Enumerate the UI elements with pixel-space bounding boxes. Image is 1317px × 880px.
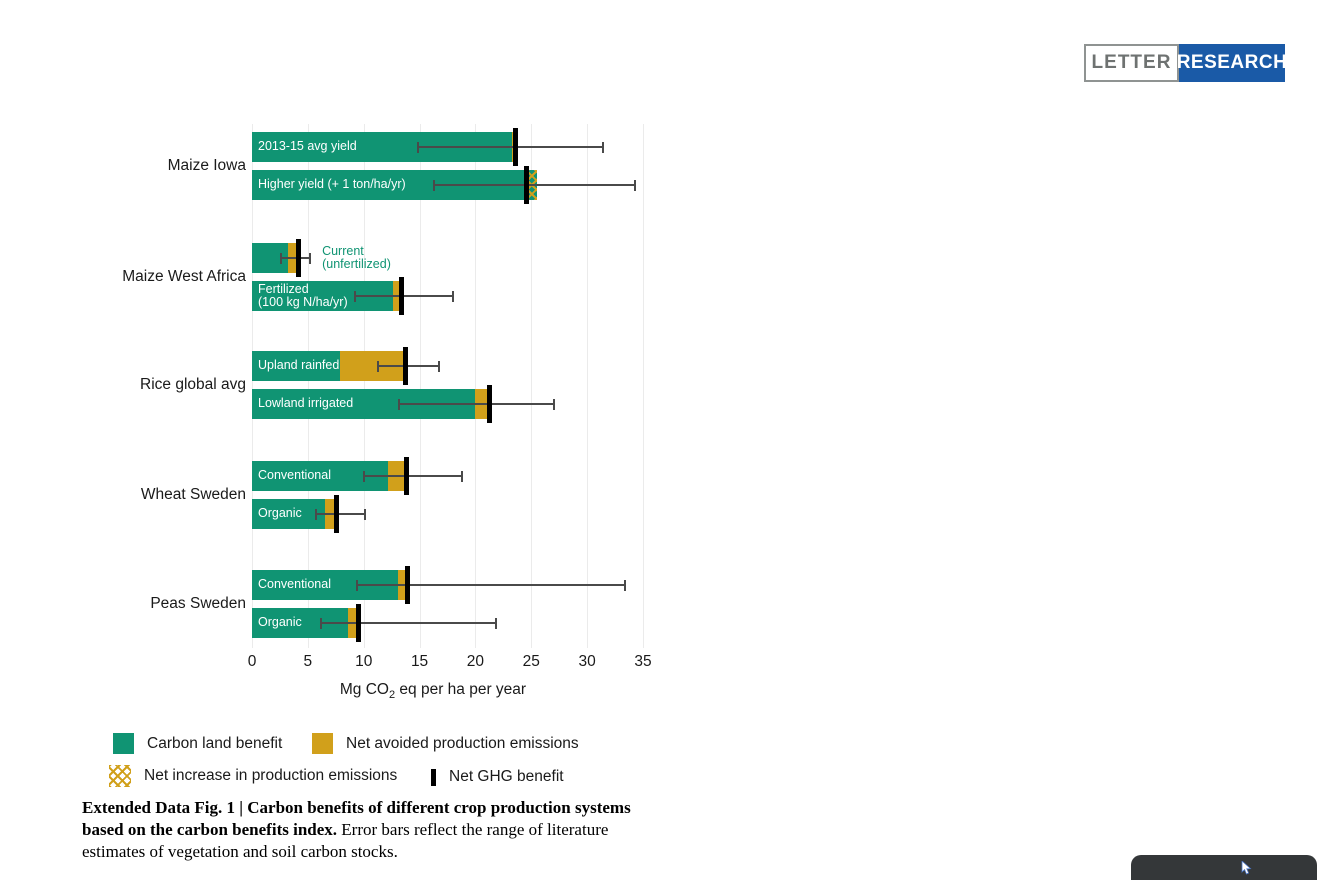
x-tick-label: 35 [634,653,652,670]
green-square-icon [113,733,134,754]
error-bar-cap [280,252,283,264]
error-bar-cap [314,508,317,520]
error-bar [363,475,462,477]
error-bar [378,365,439,367]
gold-square-icon [312,733,333,754]
figure-caption: Extended Data Fig. 1 | Carbon benefits o… [82,797,667,863]
group-label: Rice global avg [140,376,246,393]
net-ghg-marker [296,239,302,277]
error-bar-cap [437,360,440,372]
bar-label: Conventional [258,577,331,592]
bar-label: Current (unfertilized) [322,243,391,271]
error-bar-cap [552,398,555,410]
black-bar-icon [431,768,436,786]
legend-item-net-increase-emissions: Net increase in production emissions [109,765,397,787]
gridline [419,124,421,648]
letter-badge: LETTER [1084,44,1179,82]
gridline [587,124,589,648]
bar-label: Upland rainfed [258,358,340,373]
legend-item-net-ghg-benefit: Net GHG benefit [427,768,564,786]
research-badge: RESEARCH [1177,44,1287,82]
bar-label: Conventional [258,468,331,483]
x-axis-label-text: eq per ha per year [395,681,527,698]
legend-label: Net GHG benefit [449,768,564,785]
gridline [643,124,644,648]
error-bar-cap [309,252,312,264]
error-bar-cap [461,470,464,482]
bar-segment-carbon-land [252,351,341,381]
bar-segment-carbon-land [252,499,325,529]
x-tick-label: 30 [578,653,596,670]
x-tick-label: 10 [355,653,373,670]
mouse-cursor-icon [1241,861,1252,875]
error-bar [418,146,603,148]
caption-title: Extended Data Fig. 1 | Carbon benefits o… [82,798,631,839]
x-axis-label-subscript: 2 [388,689,396,702]
group-label: Maize West Africa [122,268,246,285]
error-bar-cap [320,617,323,629]
bar-label: Higher yield (+ 1 ton/ha/yr) [258,177,406,192]
bar-label: 2013-15 avg yield [258,139,357,154]
bar-label: Organic [258,506,302,521]
legend-item-carbon-land-benefit: Carbon land benefit [113,733,282,754]
caption-body: Error bars reflect the range of literatu… [82,820,609,861]
error-bar-cap [494,617,497,629]
x-tick-label: 5 [303,653,313,670]
net-ghg-marker [402,347,408,385]
gridline [307,124,309,648]
error-bar-cap [377,360,380,372]
error-bar [315,513,365,515]
net-ghg-marker [334,495,340,533]
net-ghg-marker [403,457,409,495]
viewer-toolbar[interactable] [1131,855,1317,880]
error-bar-cap [601,141,604,153]
error-bar-cap [356,579,358,591]
group-label: Wheat Sweden [140,486,246,503]
legend-label: Net increase in production emissions [144,767,398,784]
error-bar [321,622,496,624]
error-bar-cap [417,141,420,153]
error-bar-cap [363,508,366,520]
x-axis-label-text: Mg CO [339,681,389,698]
net-ghg-marker [404,566,410,604]
error-bar-cap [624,579,627,591]
gridline [363,124,365,648]
net-ghg-marker [513,128,519,166]
error-bar [399,403,554,405]
group-label: Maize Iowa [167,157,246,174]
error-bar [281,257,311,259]
error-bar-cap [433,179,436,191]
net-ghg-marker [399,277,405,315]
error-bar-cap [362,470,365,482]
error-bar-cap [452,290,455,302]
x-tick-label: 0 [247,653,257,670]
bar-label: Lowland irrigated [258,396,354,411]
gridline [475,124,477,648]
gridline [531,124,533,648]
net-ghg-marker [355,604,361,642]
net-ghg-marker [524,166,530,204]
error-bar [434,184,636,186]
group-label: Peas Sweden [150,595,246,612]
legend-label: Net avoided production emissions [346,734,579,752]
x-tick-label: 20 [466,653,485,670]
error-bar-cap [353,290,356,302]
bar-label: Organic [258,615,302,630]
gold-hatch-icon [109,765,131,787]
legend-label: Carbon land benefit [147,734,283,752]
net-ghg-marker [487,385,493,423]
gridline [252,124,253,648]
bar-label: Fertilized (100 kg N/ha/yr) [258,281,348,309]
error-bar [357,584,626,586]
error-bar-cap [398,398,401,410]
journal-badge: LETTER RESEARCH [1084,44,1287,82]
x-tick-label: 25 [522,653,540,670]
legend-item-net-avoided-emissions: Net avoided production emissions [312,733,579,754]
error-bar-cap [634,179,637,191]
x-axis-label: Mg CO2 eq per ha per year [252,681,614,701]
x-tick-label: 15 [410,653,429,670]
